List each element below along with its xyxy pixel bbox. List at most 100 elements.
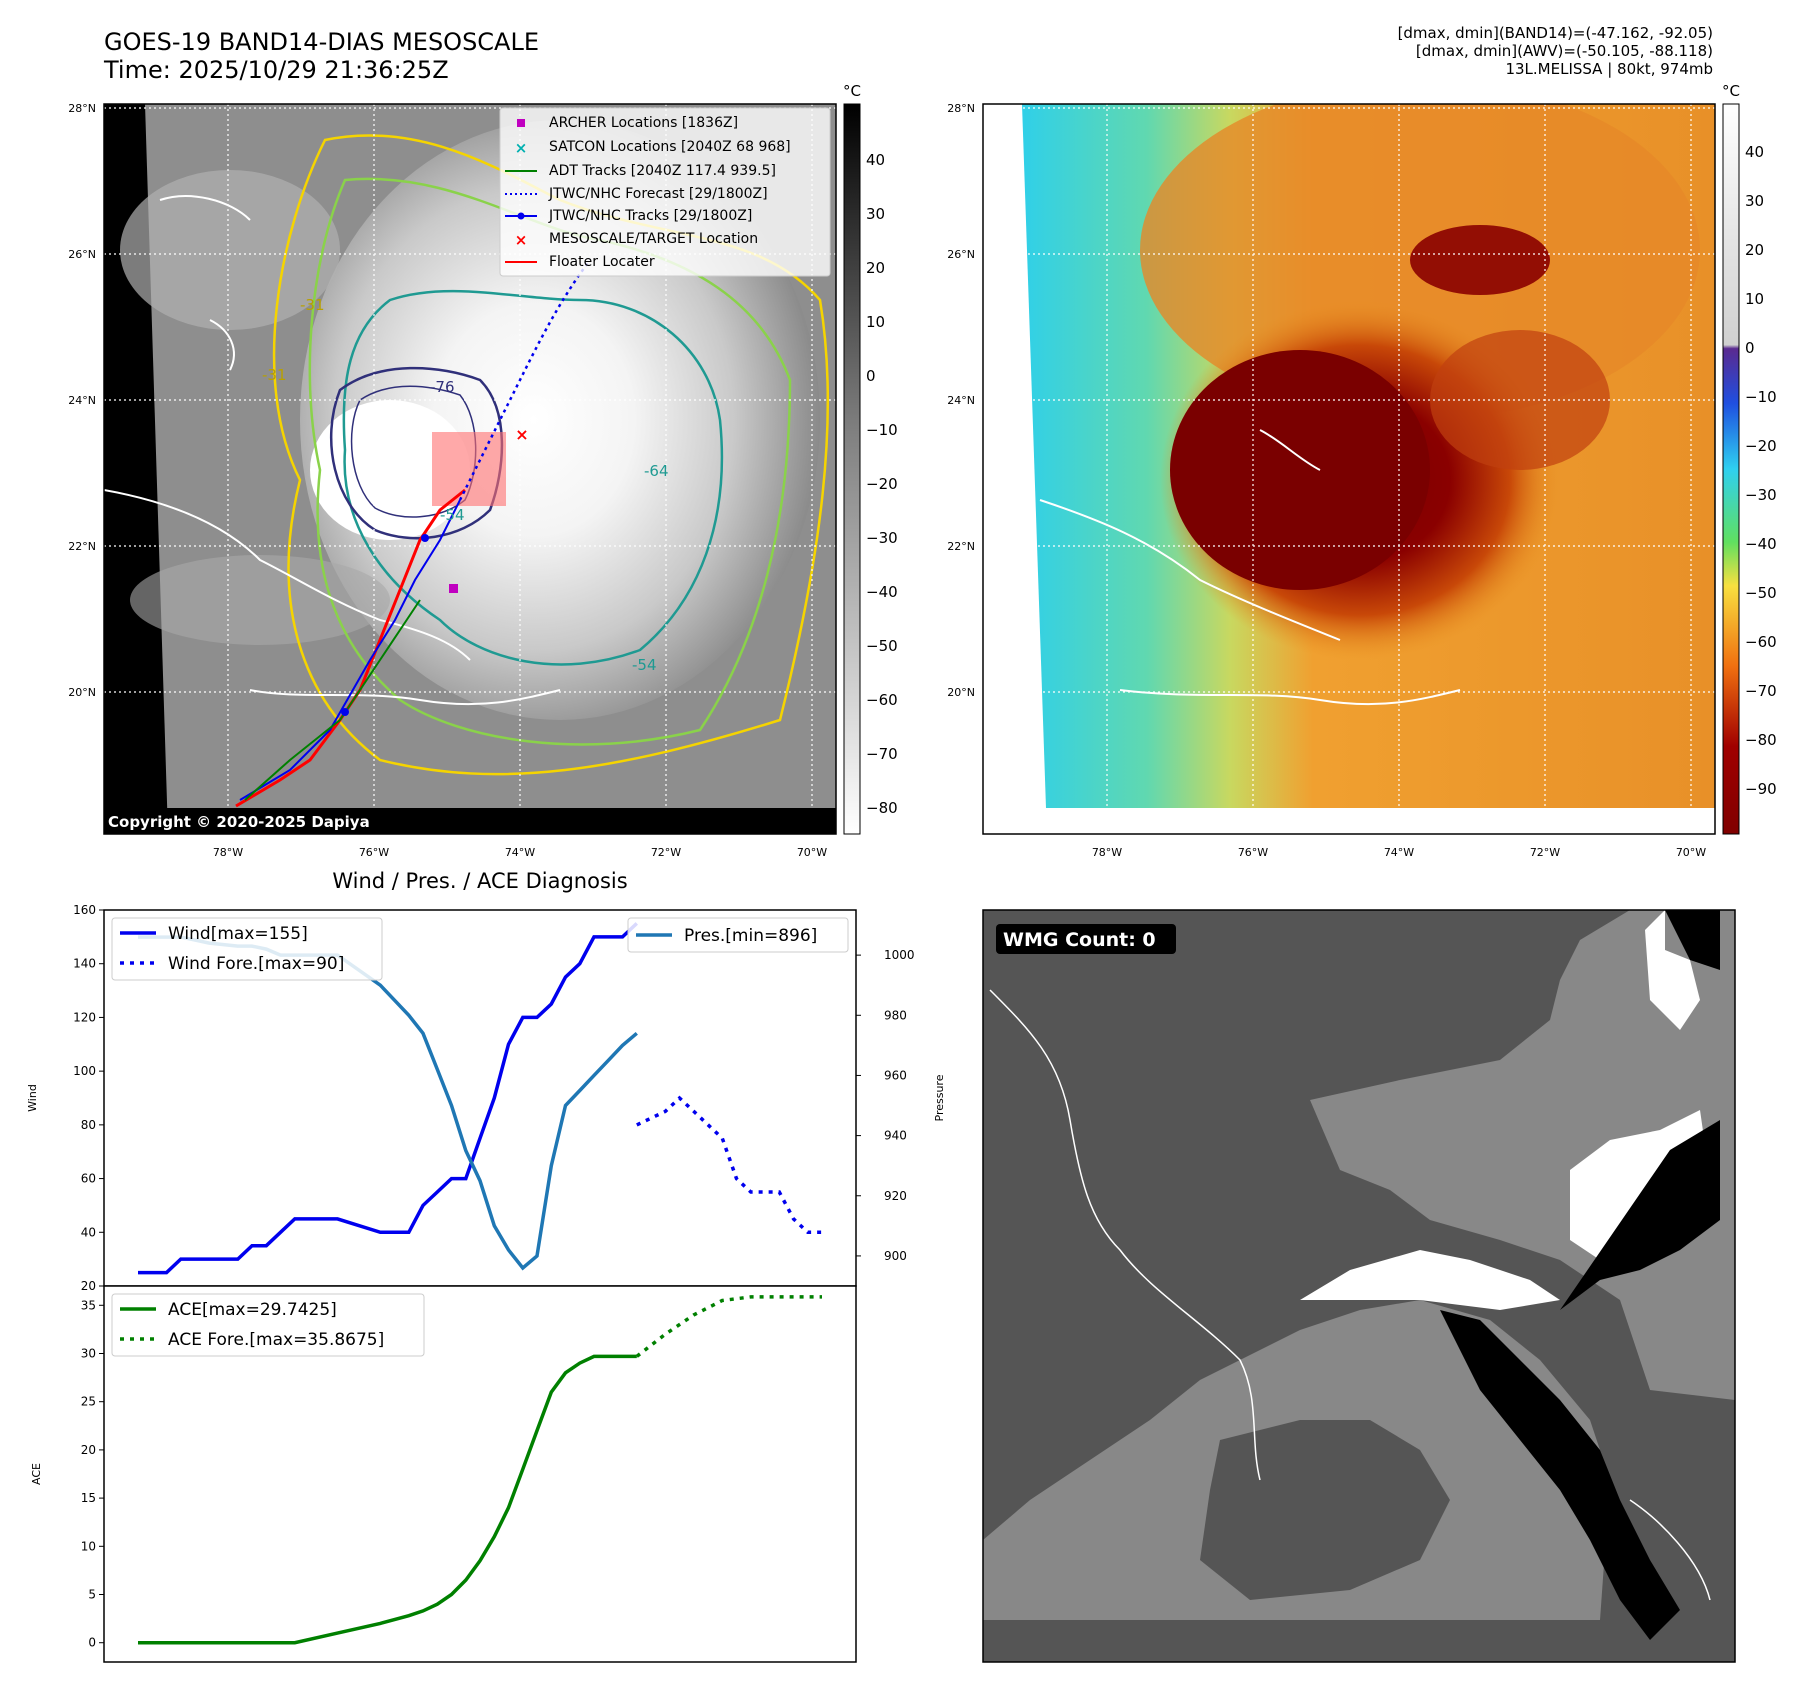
ace-legend-label: ACE Fore.[max=35.8675] <box>168 1330 384 1350</box>
awv-coastline-cuba <box>1039 499 1341 641</box>
ir-lon-labels: 78°W 76°W 74°W 72°W 70°W <box>213 846 827 859</box>
awv-cbar-tick: 30 <box>1745 192 1764 210</box>
ace-legend-box <box>111 1293 425 1357</box>
awv-cbar-tick: −30 <box>1745 486 1777 504</box>
awv-cbar-tick: 10 <box>1745 290 1764 308</box>
archer-marker <box>449 584 458 593</box>
ir-lon-label: 78°W <box>213 846 243 859</box>
contour-indigo <box>329 366 504 540</box>
awv-colorbar-ticks: 40 30 20 10 0 −10 −20 −30 −40 −50 −60 −7… <box>1745 143 1777 798</box>
wmg-count-text: WMG Count: 0 <box>1003 929 1156 951</box>
awv-lon-label: 72°W <box>1530 846 1560 859</box>
ir-cbar-tick: −30 <box>866 529 898 547</box>
ir-lat-labels: 28°N 26°N 24°N 22°N 20°N <box>68 102 96 699</box>
ace-ytick-label: 25 <box>81 1395 96 1409</box>
figure-title-block: GOES-19 BAND14-DIAS MESOSCALE Time: 2025… <box>104 28 539 84</box>
awv-colorbar <box>1722 103 1740 835</box>
pressure-ytick-label: 940 <box>884 1129 907 1143</box>
ir-cbar-tick: 40 <box>866 151 885 169</box>
coastline-bahamas <box>159 195 251 221</box>
awv-lon-labels: 78°W 76°W 74°W 72°W 70°W <box>1092 846 1706 859</box>
legend-icon-satcon: × <box>515 139 528 157</box>
series-line-0 <box>138 922 639 1275</box>
awv-cbar-tick: −70 <box>1745 682 1777 700</box>
contour-label-a: -76 <box>430 378 455 396</box>
wind-ytick-label: 60 <box>81 1172 96 1186</box>
contour-label-f: -54 <box>440 506 465 524</box>
ir-cbar-tick: −10 <box>866 421 898 439</box>
wind-legend-label: Wind[max=155] <box>168 924 308 944</box>
figure-time: Time: 2025/10/29 21:36:25Z <box>104 56 449 84</box>
floater-track <box>235 488 466 808</box>
figure-title: GOES-19 BAND14-DIAS MESOSCALE <box>104 28 540 56</box>
legend-label-archer: ARCHER Locations [1836Z] <box>549 115 738 131</box>
legend-label-satcon: SATCON Locations [2040Z 68 968] <box>549 139 791 155</box>
wmg-count-badge <box>996 924 1176 954</box>
awv-lon-label: 74°W <box>1384 846 1414 859</box>
ir-lat-label: 22°N <box>68 540 96 553</box>
legend-label-floater: Floater Locater <box>549 254 655 270</box>
wind-ytick-label: 100 <box>73 1064 96 1078</box>
wind-ytick-label: 80 <box>81 1118 96 1132</box>
ace-ytick-label: 5 <box>88 1588 96 1602</box>
diagnosis-chart-title: Wind / Pres. / ACE Diagnosis <box>332 869 627 893</box>
awv-cbar-tick: 0 <box>1745 339 1755 357</box>
ace-ytick-label: 10 <box>81 1539 96 1553</box>
legend-label-adt: ADT Tracks [2040Z 117.4 939.5] <box>549 163 776 179</box>
awv-cbar-tick: −90 <box>1745 780 1777 798</box>
legend-icon-target: × <box>515 231 528 249</box>
ir-lon-label: 72°W <box>651 846 681 859</box>
ace-ytick-label: 15 <box>81 1491 96 1505</box>
ir-colorbar-unit: °C <box>843 82 861 100</box>
awv-cbar-tick: −20 <box>1745 437 1777 455</box>
wind-ytick-label: 40 <box>81 1225 96 1239</box>
wmg-coastline <box>989 989 1261 1481</box>
jtwc-track <box>239 499 461 801</box>
wind-ytick-label: 160 <box>73 903 96 917</box>
ace-ytick-label: 35 <box>81 1298 96 1312</box>
ir-lat-label: 26°N <box>68 248 96 261</box>
wind-legend-box <box>111 917 383 981</box>
ir-cbar-tick: −20 <box>866 475 898 493</box>
awv-cbar-tick: 40 <box>1745 143 1764 161</box>
legend-label-target: MESOSCALE/TARGET Location <box>549 231 758 247</box>
copyright-strip <box>104 808 836 834</box>
contour-teal <box>342 289 724 666</box>
pressure-ytick-label: 960 <box>884 1068 907 1082</box>
legend-label-forecast: JTWC/NHC Forecast [29/1800Z] <box>548 186 768 202</box>
wind-axis-label: Wind <box>26 1084 39 1112</box>
ace-axis-label: ACE <box>30 1463 43 1485</box>
awv-colorbar-unit: °C <box>1722 82 1740 100</box>
ir-lat-label: 20°N <box>68 686 96 699</box>
contour-label-c: -54 <box>632 656 657 674</box>
awv-lat-label: 24°N <box>947 394 975 407</box>
awv-lat-label: 26°N <box>947 248 975 261</box>
wind-legend-label: Wind Fore.[max=90] <box>168 954 344 974</box>
ir-lon-label: 76°W <box>359 846 389 859</box>
pressure-ytick-label: 980 <box>884 1008 907 1022</box>
ace-series-line-0 <box>138 1354 637 1645</box>
ir-nodata-edge <box>104 104 168 834</box>
contour-label-b: -31 <box>300 296 325 314</box>
ace-ytick-label: 30 <box>81 1346 96 1360</box>
wmg-region-black <box>1560 1120 1720 1310</box>
ir-cbar-tick: 20 <box>866 259 885 277</box>
ir-cbar-tick: 10 <box>866 313 885 331</box>
pressure-legend-box <box>627 917 849 953</box>
pressure-axis-label: Pressure <box>933 1074 946 1121</box>
copyright-text: Copyright © 2020-2025 Dapiya <box>108 813 370 831</box>
contour-label-d: -64 <box>644 462 669 480</box>
pressure-legend-label: Pres.[min=896] <box>684 926 817 946</box>
ir-colorbar <box>843 103 861 835</box>
awv-lon-label: 76°W <box>1238 846 1268 859</box>
pressure-ytick-label: 900 <box>884 1249 907 1263</box>
awv-lon-label: 78°W <box>1092 846 1122 859</box>
ace-ytick-label: 20 <box>81 1443 96 1457</box>
ir-cbar-tick: −40 <box>866 583 898 601</box>
pressure-ytick-label: 1000 <box>884 948 915 962</box>
awv-lat-label: 20°N <box>947 686 975 699</box>
stats-band14: [dmax, dmin](BAND14)=(-47.162, -92.05) <box>1397 24 1713 42</box>
series-line-1 <box>636 1095 822 1235</box>
awv-cbar-tick: −10 <box>1745 388 1777 406</box>
